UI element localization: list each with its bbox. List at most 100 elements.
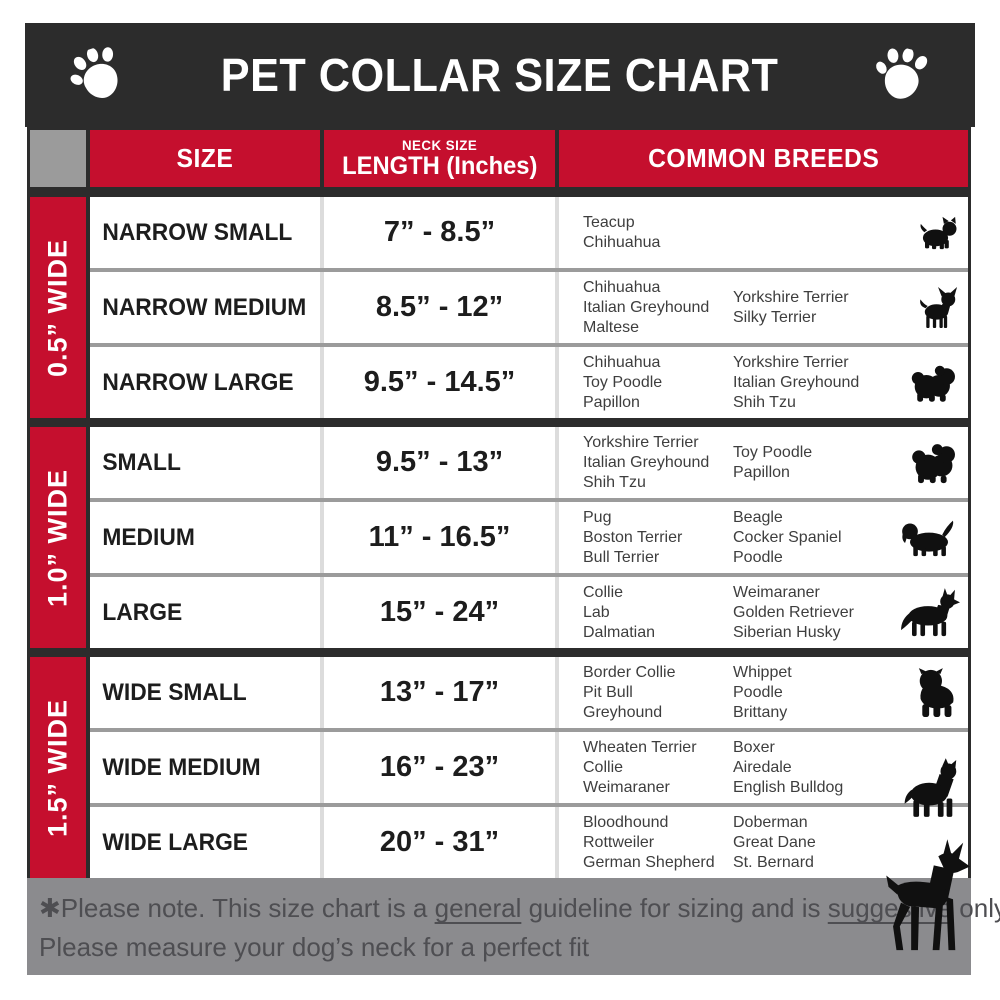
- column-separator: [555, 502, 559, 573]
- breed-name: Rottweiler: [583, 833, 655, 851]
- breeds-cell: Bloodhound Rottweiler German Shepherd Dober…: [559, 807, 970, 950]
- breed-name: Airedale: [733, 758, 792, 776]
- paw-icon: [62, 40, 134, 109]
- breed-name: Chihuahua: [583, 353, 661, 371]
- group-separator: [30, 648, 968, 657]
- breed-name: English Bulldog: [733, 778, 844, 796]
- table-row: MEDIUM 11” - 16.5” Pug Boston Terrier Bull T…: [90, 502, 968, 573]
- chihuahua-icon: [916, 284, 960, 331]
- breeds-column-1: Teacup Chihuahua: [583, 213, 733, 253]
- breeds-cell: Border Collie Pit Bull Greyhound Whippet Poo…: [559, 657, 968, 728]
- width-group: 0.5” WIDE NARROW SMALL 7” - 8.5” Teacup Chih…: [30, 197, 968, 418]
- breed-name: Italian Greyhound: [583, 298, 710, 316]
- breed-icon-box: [888, 442, 968, 484]
- size-chart-table: SIZE NECK SIZE LENGTH (Inches) COMMON BR…: [27, 127, 971, 950]
- column-separator: [555, 272, 559, 343]
- group-separator: [30, 418, 968, 427]
- breed-name: Weimaraner: [583, 778, 670, 796]
- breed-name: Poodle: [733, 683, 783, 701]
- width-bar-label: 1.0” WIDE: [42, 468, 73, 607]
- breeds-cell: Collie Lab Dalmatian Weimaraner Golden Retri…: [559, 577, 968, 648]
- size-cell: MEDIUM: [102, 523, 195, 551]
- neck-length-cell: 20” - 31”: [379, 826, 500, 858]
- breeds-column-1: Wheaten Terrier Collie Weimaraner: [583, 738, 733, 798]
- table-row: LARGE 15” - 24” Collie Lab Dalmatian Weimaran…: [90, 577, 968, 648]
- column-separator: [555, 732, 559, 803]
- breed-name: Toy Poodle: [733, 443, 813, 461]
- breeds-column-2: Toy Poodle Papillon: [733, 443, 888, 483]
- row-separator: [90, 573, 968, 577]
- footer-note: ✱Please note. This size chart is a gener…: [27, 878, 1000, 975]
- breed-name: Greyhound: [583, 703, 663, 721]
- column-separator: [320, 807, 324, 878]
- breeds-column-1: Bloodhound Rottweiler German Shepherd: [583, 813, 733, 873]
- width-group: 1.0” WIDE SMALL 9.5” - 13” Yorkshire Terrie…: [30, 427, 968, 648]
- neck-length-cell: 8.5” - 12”: [375, 291, 504, 323]
- breed-name: German Shepherd: [583, 853, 715, 871]
- breed-name: Siberian Husky: [733, 623, 841, 641]
- row-separator: [90, 728, 968, 732]
- paw-icon: [867, 42, 936, 108]
- row-separator: [90, 268, 968, 272]
- column-separator: [555, 807, 559, 878]
- size-cell: WIDE LARGE: [102, 828, 249, 856]
- breed-name: Toy Poodle: [583, 373, 663, 391]
- breeds-cell: Pug Boston Terrier Bull Terrier Beagle Cocke…: [559, 502, 968, 573]
- width-group: 1.5” WIDE WIDE SMALL 13” - 17” Border Colli…: [30, 657, 970, 950]
- breed-name: Papillon: [583, 393, 640, 411]
- breed-name: Yorkshire Terrier: [733, 353, 849, 371]
- column-separator: [320, 577, 324, 648]
- column-separator: [320, 732, 324, 803]
- footer-note-line1: ✱Please note. This size chart is a gener…: [39, 889, 1000, 928]
- breeds-column-1: Chihuahua Toy Poodle Papillon: [583, 353, 733, 413]
- footer-underlined-word: general: [434, 893, 522, 923]
- breed-name: Shih Tzu: [733, 393, 796, 411]
- breed-name: Weimaraner: [733, 583, 820, 601]
- neck-length-cell: 9.5” - 14.5”: [363, 366, 516, 398]
- neck-length-cell: 9.5” - 13”: [375, 446, 504, 478]
- breed-name: Collie: [583, 583, 624, 601]
- breed-name: Chihuahua: [583, 233, 661, 251]
- width-bar: 1.0” WIDE: [30, 427, 86, 648]
- breed-icon-box: [888, 216, 968, 250]
- column-separator: [320, 197, 324, 268]
- shih-tzu-icon: [908, 362, 960, 403]
- breed-name: Shih Tzu: [583, 473, 646, 491]
- breed-name: Poodle: [733, 548, 783, 566]
- breed-name: Brittany: [733, 703, 788, 721]
- size-cell: WIDE MEDIUM: [102, 753, 261, 781]
- header-corner-box: [30, 130, 86, 187]
- breed-name: Cocker Spaniel: [733, 528, 842, 546]
- width-bar-label: 1.5” WIDE: [42, 698, 73, 837]
- footer-note-line2: Please measure your dog’s neck for a per…: [39, 932, 590, 962]
- table-row: WIDE MEDIUM 16” - 23” Wheaten Terrier Colli…: [90, 732, 968, 817]
- breed-name: Border Collie: [583, 663, 676, 681]
- breed-name: Collie: [583, 758, 624, 776]
- column-separator: [320, 657, 324, 728]
- breed-name: Yorkshire Terrier: [583, 433, 699, 451]
- table-row: SMALL 9.5” - 13” Yorkshire Terrier Italian …: [90, 427, 968, 498]
- breed-name: Bloodhound: [583, 813, 669, 831]
- breeds-column-1: Border Collie Pit Bull Greyhound: [583, 663, 733, 723]
- table-row: NARROW SMALL 7” - 8.5” Teacup Chihuahua: [90, 197, 968, 268]
- breed-name: Beagle: [733, 508, 783, 526]
- footer-text-segment: only.: [959, 893, 1000, 923]
- column-separator: [555, 197, 559, 268]
- column-header-breeds: COMMON BREEDS: [559, 130, 968, 187]
- breeds-cell: Wheaten Terrier Collie Weimaraner Boxer Aire…: [559, 732, 968, 817]
- table-row: WIDE SMALL 13” - 17” Border Collie Pit Bull…: [90, 657, 968, 728]
- beagle-icon: [898, 519, 960, 557]
- breed-icon-box: [888, 519, 968, 557]
- breed-icon-box: [888, 667, 968, 718]
- table-header-row: SIZE NECK SIZE LENGTH (Inches) COMMON BR…: [30, 127, 968, 197]
- breeds-cell: Chihuahua Italian Greyhound Maltese Yorkshi…: [559, 272, 968, 343]
- breed-name: Papillon: [733, 463, 790, 481]
- breed-name: Boston Terrier: [583, 528, 683, 546]
- breed-name: Lab: [583, 603, 610, 621]
- column-separator: [320, 427, 324, 498]
- breeds-column-2: Beagle Cocker Spaniel Poodle: [733, 508, 888, 568]
- breed-name: Golden Retriever: [733, 603, 854, 621]
- breeds-column-1: Yorkshire Terrier Italian Greyhound Shih T…: [583, 433, 733, 493]
- pekingese-icon: [908, 442, 960, 484]
- width-bar: 1.5” WIDE: [30, 657, 86, 878]
